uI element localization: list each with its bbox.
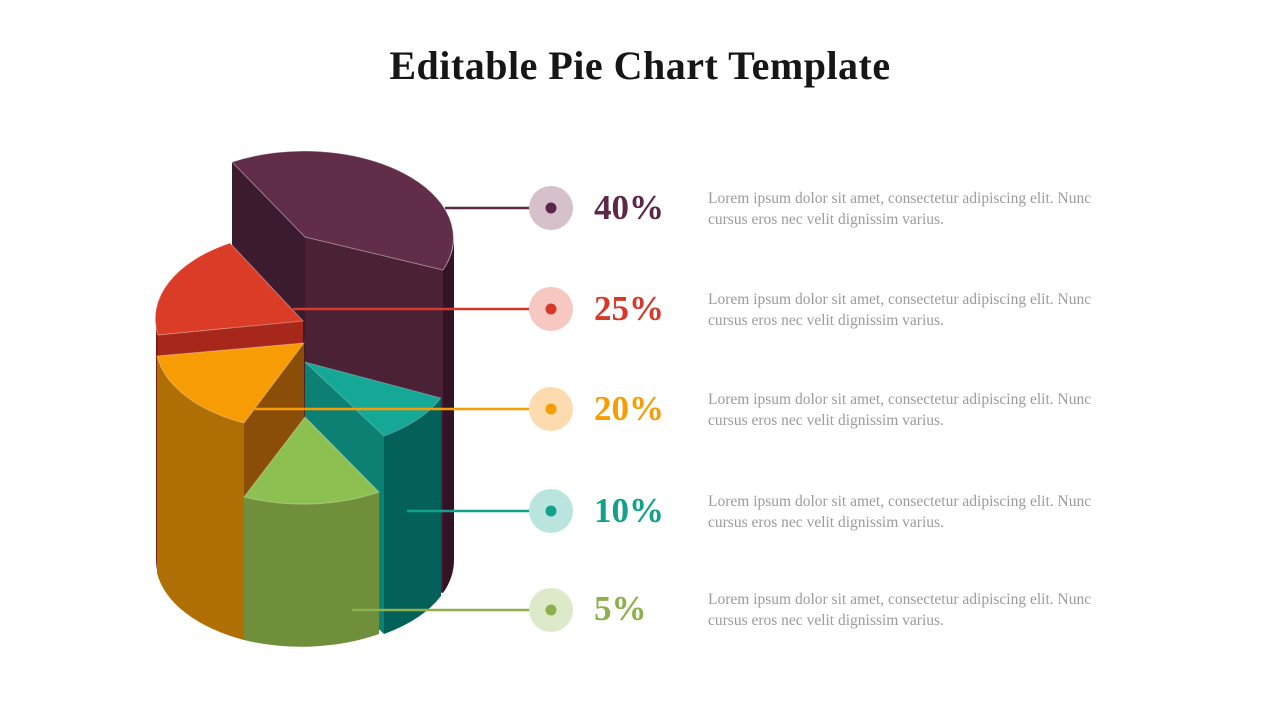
legend-connectors: [255, 186, 573, 632]
legend-description-5: Lorem ipsum dolor sit amet, consectetur …: [708, 591, 1092, 629]
slice-40-top-face: [231, 150, 454, 271]
slice-5-top-face: [243, 416, 380, 505]
connector-20: [255, 387, 573, 431]
legend-percent-40: 40%: [594, 188, 664, 227]
connector-10: [407, 489, 573, 533]
legend-percent-20: 20%: [594, 389, 664, 428]
legend-description-20: Lorem ipsum dolor sit amet, consectetur …: [708, 391, 1092, 429]
slice-25-top-face: [154, 242, 305, 336]
slice-40-rim-face: [443, 237, 455, 593]
legend-dot-25: [545, 303, 557, 315]
legend-description-10: Lorem ipsum dolor sit amet, consectetur …: [708, 493, 1092, 531]
legend-percent-10: 10%: [594, 491, 664, 530]
pie-slice-5[interactable]: [243, 416, 380, 647]
slice-20-side-face: [157, 356, 244, 640]
legend-percent-25: 25%: [594, 289, 664, 328]
legend-dot-20: [545, 403, 557, 415]
connector-25: [293, 287, 573, 331]
legend-dot-10: [545, 505, 557, 517]
legend-dot-5: [545, 604, 557, 616]
connector-40: [445, 186, 573, 230]
legend-description-25: Lorem ipsum dolor sit amet, consectetur …: [708, 291, 1092, 329]
slice-5-side-face: [244, 492, 379, 647]
slice-10-rim-face: [384, 398, 441, 634]
slice-20-top-face: [156, 342, 306, 424]
legend-dot-40: [545, 202, 557, 214]
legend-description-40: Lorem ipsum dolor sit amet, consectetur …: [708, 190, 1092, 228]
connector-5: [352, 588, 573, 632]
legend-percent-5: 5%: [594, 589, 647, 628]
page-title: Editable Pie Chart Template: [389, 43, 891, 88]
slice-10-top-face: [304, 361, 442, 437]
